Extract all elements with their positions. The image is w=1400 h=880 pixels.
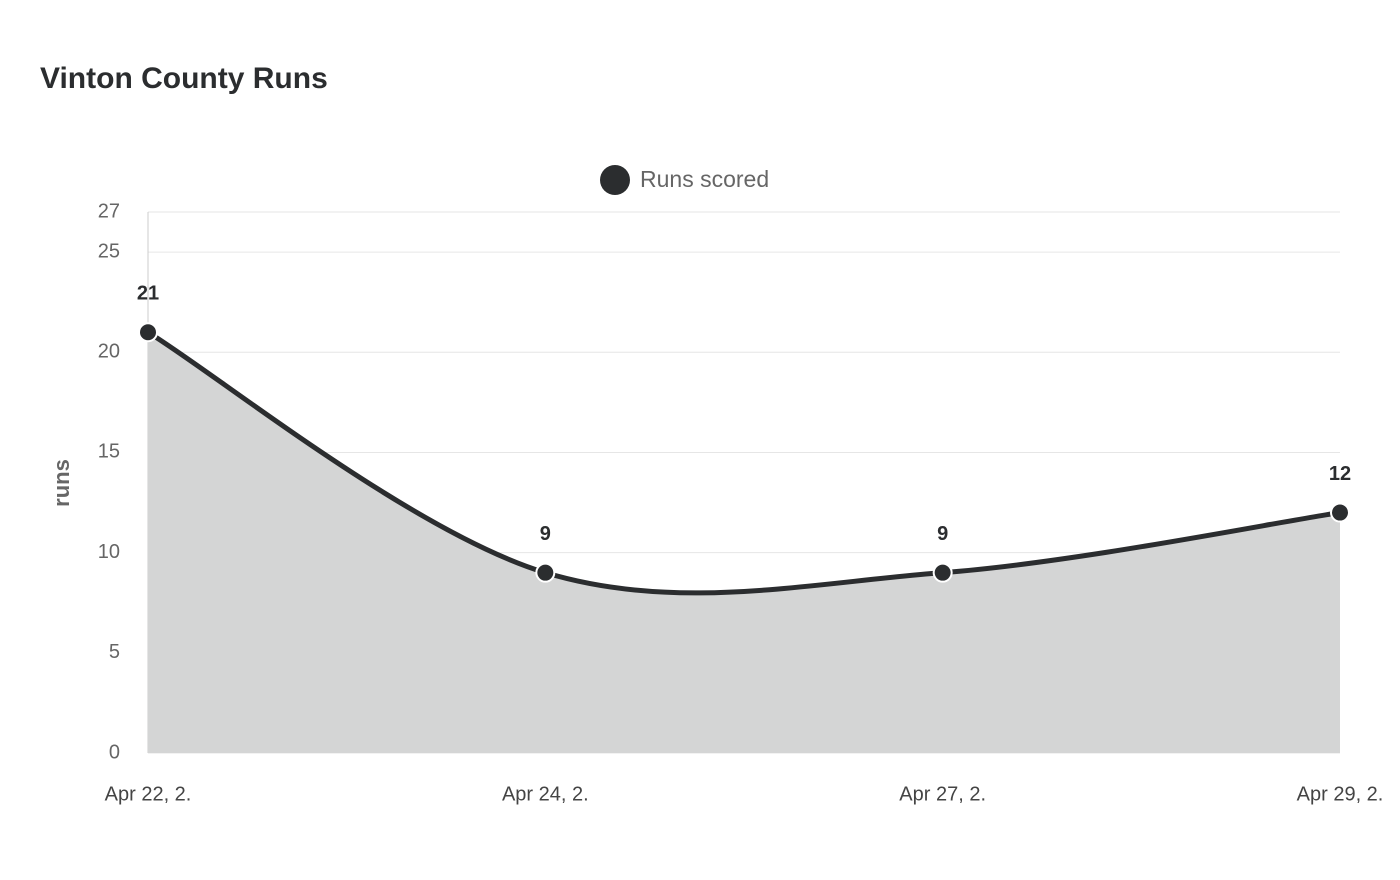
legend-symbol [600,165,630,195]
chart-title: Vinton County Runs [40,62,328,95]
data-label: 21 [137,283,159,305]
y-tick-label: 25 [98,240,120,262]
y-tick-label: 0 [109,741,120,763]
x-tick-label: Apr 24, 2. [502,783,589,805]
y-tick-label: 10 [98,541,120,563]
line [146,330,1341,596]
point [932,562,953,583]
point [535,562,556,583]
x-tick-label: Apr 29, 2. [1297,783,1384,805]
point [1330,502,1350,523]
x-tick-label: Apr 22, 2. [105,783,192,805]
y-tick-label: 20 [98,341,120,363]
data-label: 9 [540,523,551,545]
data-label: 9 [937,523,948,545]
data-label: 12 [1329,463,1351,485]
area-fill [148,332,1340,753]
legend-label: Runs scored [640,166,769,192]
point [138,322,158,343]
y-tick-label: 27 [98,200,120,222]
y-axis-label: runs [49,459,74,507]
y-tick-label: 15 [98,441,120,463]
y-tick-label: 5 [109,641,120,663]
x-tick-label: Apr 27, 2. [899,783,986,805]
